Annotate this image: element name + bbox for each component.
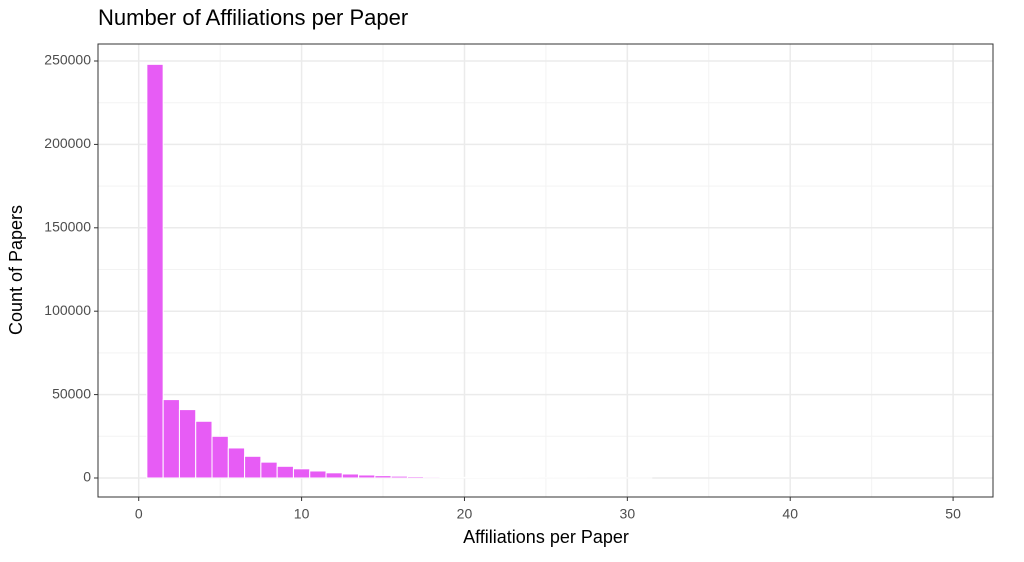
bar [423, 476, 441, 479]
bar [178, 409, 197, 479]
panel-border [97, 43, 994, 498]
x-tick-label: 10 [294, 506, 310, 522]
x-tick-label: 30 [620, 506, 636, 522]
x-axis-title: Affiliations per Paper [463, 527, 629, 547]
bar [309, 470, 327, 479]
y-tick-label: 200000 [44, 135, 91, 151]
x-tick-label: 50 [945, 506, 961, 522]
x-tick-label: 40 [782, 506, 798, 522]
bar [341, 473, 360, 479]
bar [195, 420, 213, 479]
bar [162, 399, 180, 479]
x-tick-label: 0 [135, 506, 143, 522]
bar [325, 472, 343, 479]
chart-title: Number of Affiliations per Paper [98, 5, 408, 30]
bar [146, 63, 164, 479]
bar [439, 476, 457, 479]
y-axis-title: Count of Papers [6, 205, 26, 335]
bar [260, 461, 278, 479]
bar [211, 435, 229, 479]
bar [390, 475, 408, 479]
bar [455, 476, 474, 479]
bar [358, 474, 376, 479]
y-tick-label: 250000 [44, 52, 91, 68]
x-tick-label: 20 [457, 506, 473, 522]
bar [292, 468, 311, 479]
y-tick-label: 0 [83, 469, 91, 485]
bar [276, 465, 294, 479]
bar [406, 476, 425, 479]
y-tick-label: 100000 [44, 302, 91, 318]
y-tick-label: 150000 [44, 219, 91, 235]
bar [472, 476, 490, 479]
bar [374, 475, 392, 479]
bar [227, 447, 246, 479]
bar [244, 455, 262, 479]
y-tick-label: 50000 [52, 385, 91, 401]
